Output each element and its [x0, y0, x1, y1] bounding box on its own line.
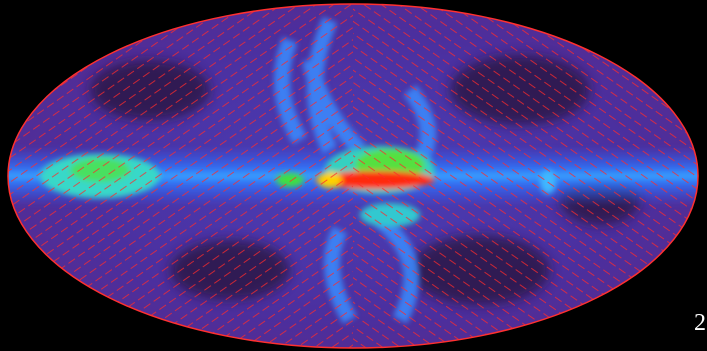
corner-label: 2 [694, 310, 706, 336]
sky-map: 2 [0, 0, 707, 351]
page: 2 (() => { const data = JSON.parse(docum… [0, 0, 707, 351]
map-body [0, 0, 707, 351]
